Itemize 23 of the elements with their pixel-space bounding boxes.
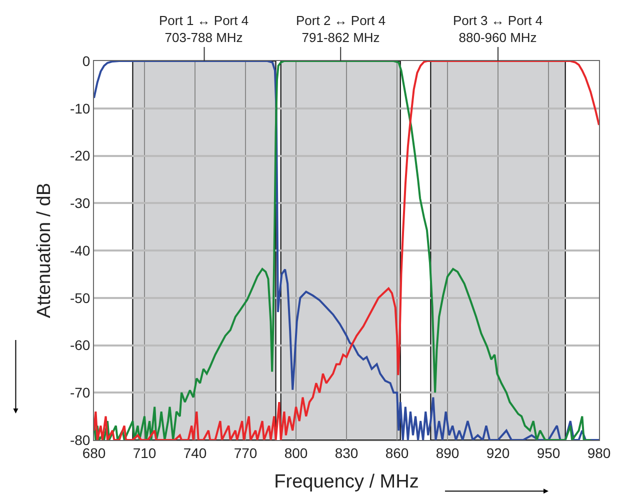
band-label: Port 1 ↔ Port 4 703-788 MHz (159, 13, 249, 45)
y-tick-label: -40 (70, 242, 90, 258)
x-axis-title: Frequency / MHz (274, 472, 419, 493)
y-tick-label: -30 (70, 195, 90, 212)
y-tick-label: -20 (70, 148, 90, 164)
x-tick-label: 920 (486, 444, 510, 461)
x-tick-label: 740 (183, 444, 207, 461)
x-tick-label: 770 (234, 444, 258, 461)
y-tick-label: -10 (70, 100, 90, 116)
y-tick-label: -50 (70, 290, 90, 306)
x-tick-label: 860 (385, 444, 409, 461)
x-tick-label: 980 (587, 444, 611, 461)
y-tick-label: -70 (70, 384, 90, 401)
x-tick-label: 710 (132, 444, 156, 461)
x-tick-label: 830 (334, 444, 358, 461)
x-tick-label: 950 (536, 444, 560, 461)
band-label: Port 2 ↔ Port 4 791-862 MHz (296, 13, 386, 45)
x-tick-label: 890 (436, 444, 460, 461)
x-tick-label: 800 (284, 444, 308, 461)
y-tick-label: -60 (70, 337, 90, 354)
y-axis-title: Attenuation / dB (34, 182, 55, 318)
y-tick-label: 0 (82, 52, 90, 69)
band-label: Port 3 ↔ Port 4 880-960 MHz (453, 13, 543, 45)
